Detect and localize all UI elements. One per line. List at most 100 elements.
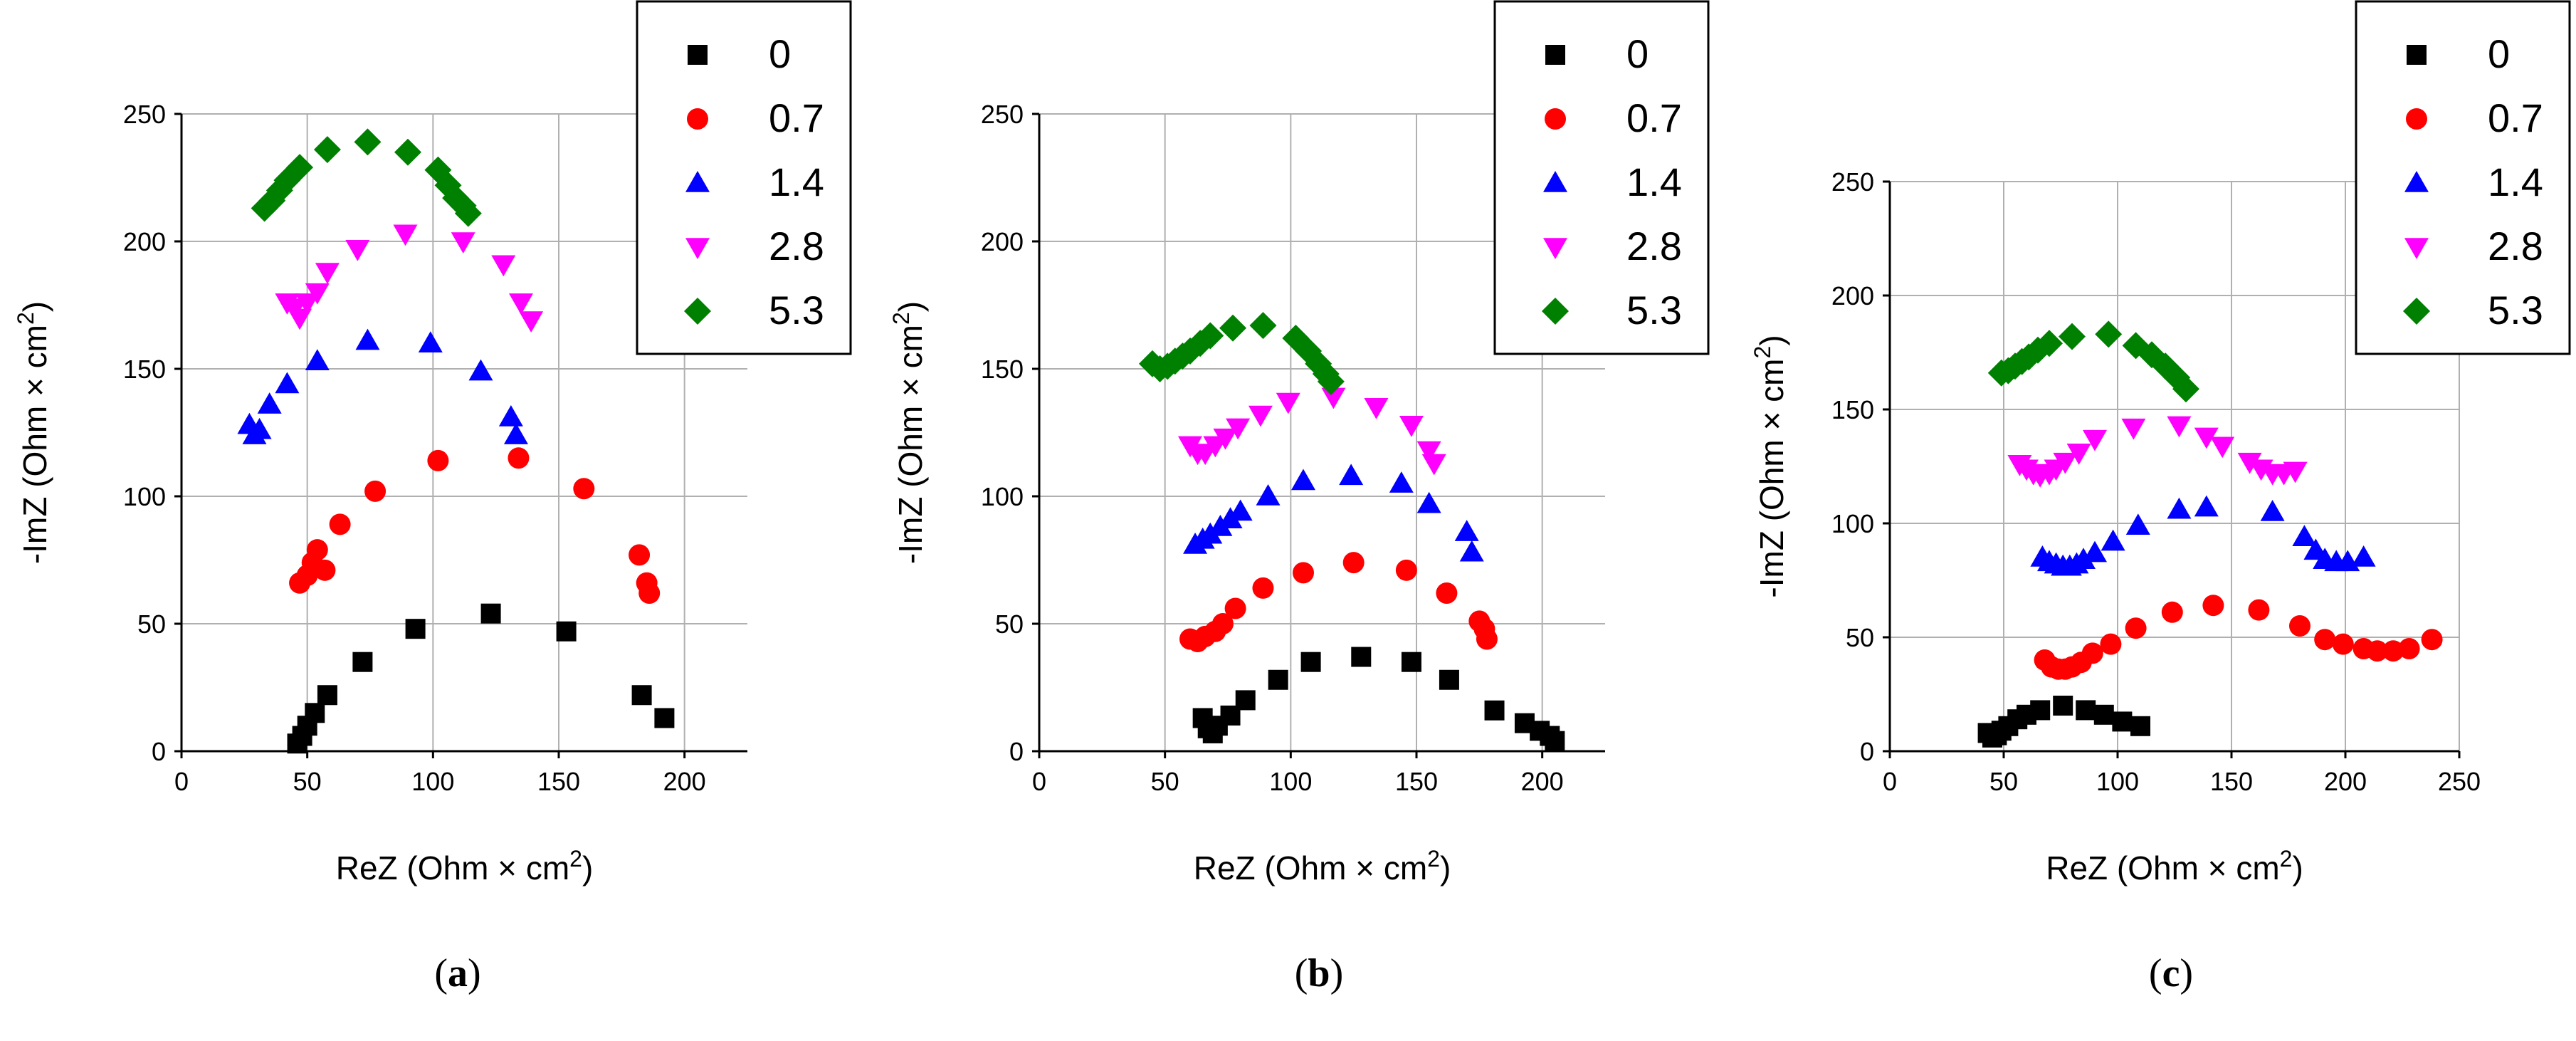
series-a-2 <box>237 328 528 444</box>
series-b-2 <box>1183 464 1484 562</box>
data-point <box>2172 375 2199 403</box>
data-point <box>2076 700 2096 721</box>
legend-label: 0.7 <box>769 95 824 140</box>
data-point <box>306 539 328 561</box>
data-point <box>305 349 330 371</box>
data-point <box>2093 704 2114 725</box>
data-point <box>2112 711 2133 732</box>
data-point <box>295 293 320 315</box>
legend-label: 0 <box>1626 31 1649 76</box>
x-tick-label: 100 <box>411 767 454 796</box>
data-point <box>631 685 652 706</box>
data-point <box>503 423 528 444</box>
legend: 0 0.7 1.4 2.8 5.3 <box>636 0 852 355</box>
data-point <box>405 619 426 639</box>
y-tick-label: 250 <box>981 100 1024 129</box>
y-tick-label: 200 <box>981 227 1024 256</box>
y-tick-label: 0 <box>152 737 166 766</box>
data-point <box>315 263 340 284</box>
y-tick-label: 100 <box>981 482 1024 511</box>
data-point <box>1213 428 1238 450</box>
data-point <box>1476 628 1498 650</box>
data-point <box>275 372 300 394</box>
data-point <box>1395 559 1417 581</box>
y-tick-label: 150 <box>1831 395 1874 424</box>
data-point <box>352 652 373 672</box>
series-b-1 <box>1179 552 1498 653</box>
legend-label: 1.4 <box>2488 159 2543 204</box>
data-point <box>354 128 382 156</box>
data-point <box>1249 312 1277 340</box>
data-point <box>1454 520 1479 541</box>
legend-marker <box>1543 238 1567 259</box>
data-point <box>2314 629 2336 651</box>
legend-marker <box>1545 108 1566 130</box>
series-c-2 <box>2030 495 2376 576</box>
data-point <box>1484 700 1505 721</box>
data-point <box>2248 599 2270 621</box>
series-c-0 <box>1977 696 2150 748</box>
data-point <box>345 239 370 261</box>
legend-marker <box>2406 108 2427 130</box>
data-point <box>1228 499 1253 521</box>
data-point <box>2030 700 2051 721</box>
data-point <box>2194 427 2219 449</box>
x-tick-label: 150 <box>2210 767 2253 796</box>
y-axis-label: -ImZ (Ohm × cm2) <box>13 301 53 564</box>
series-b-4 <box>1139 312 1345 395</box>
data-point <box>629 544 651 566</box>
y-tick-label: 0 <box>1860 737 1874 766</box>
data-point <box>1421 454 1446 476</box>
panel-a: 0 50 100 150 200 0 50 100 150 200 250 ReZ (Ohm × cm… <box>13 0 852 995</box>
y-tick-label: 50 <box>1846 623 1874 652</box>
data-point <box>2036 330 2063 357</box>
data-point <box>2332 633 2354 655</box>
data-point <box>2083 540 2107 563</box>
data-point <box>654 708 675 728</box>
legend-label: 2.8 <box>1626 224 1682 268</box>
x-tick-label: 100 <box>1269 767 1312 796</box>
data-point <box>1416 441 1441 463</box>
data-point <box>1401 652 1421 672</box>
legend-label: 0 <box>769 31 791 76</box>
legend: 0 0.7 1.4 2.8 5.3 <box>2355 0 2571 355</box>
series-a-3 <box>275 224 544 333</box>
data-point <box>1416 491 1441 513</box>
data-point <box>2101 529 2125 551</box>
data-point <box>2382 640 2404 662</box>
legend-marker <box>685 171 710 192</box>
data-point <box>638 582 661 605</box>
data-point <box>1459 540 1484 562</box>
data-point <box>451 232 475 253</box>
data-point <box>355 328 380 350</box>
x-tick-label: 100 <box>2096 767 2139 796</box>
y-axis-label: -ImZ (Ohm × cm2) <box>1750 335 1790 597</box>
data-point <box>480 603 501 624</box>
panel-c: 0 50 100 150 200 250 0 50 100 150 200 250 ReZ (Ohm ×… <box>1750 0 2571 995</box>
data-point <box>305 703 325 723</box>
data-point <box>2161 601 2183 623</box>
x-axis-label: ReZ (Ohm × cm2) <box>336 846 594 886</box>
data-point <box>2260 500 2285 521</box>
x-tick-label: 150 <box>537 767 580 796</box>
data-point <box>288 308 312 330</box>
data-point <box>1300 652 1321 672</box>
data-point <box>1351 647 1372 667</box>
legend-marker <box>1543 171 1567 192</box>
data-point <box>2125 617 2147 639</box>
data-point <box>317 685 337 706</box>
x-axis-label: ReZ (Ohm × cm2) <box>1194 846 1451 886</box>
legend-label: 0.7 <box>1626 95 1682 140</box>
y-tick-label: 100 <box>1831 509 1874 538</box>
x-tick-label: 50 <box>1989 767 2018 796</box>
data-point <box>364 480 387 502</box>
x-tick-label: 200 <box>1521 767 1564 796</box>
legend-box <box>1493 0 1710 355</box>
data-point <box>2053 696 2073 716</box>
data-point <box>509 293 533 315</box>
data-point <box>2083 429 2107 451</box>
data-point <box>2071 548 2096 569</box>
legend-marker <box>2404 171 2429 192</box>
data-point <box>424 156 452 184</box>
